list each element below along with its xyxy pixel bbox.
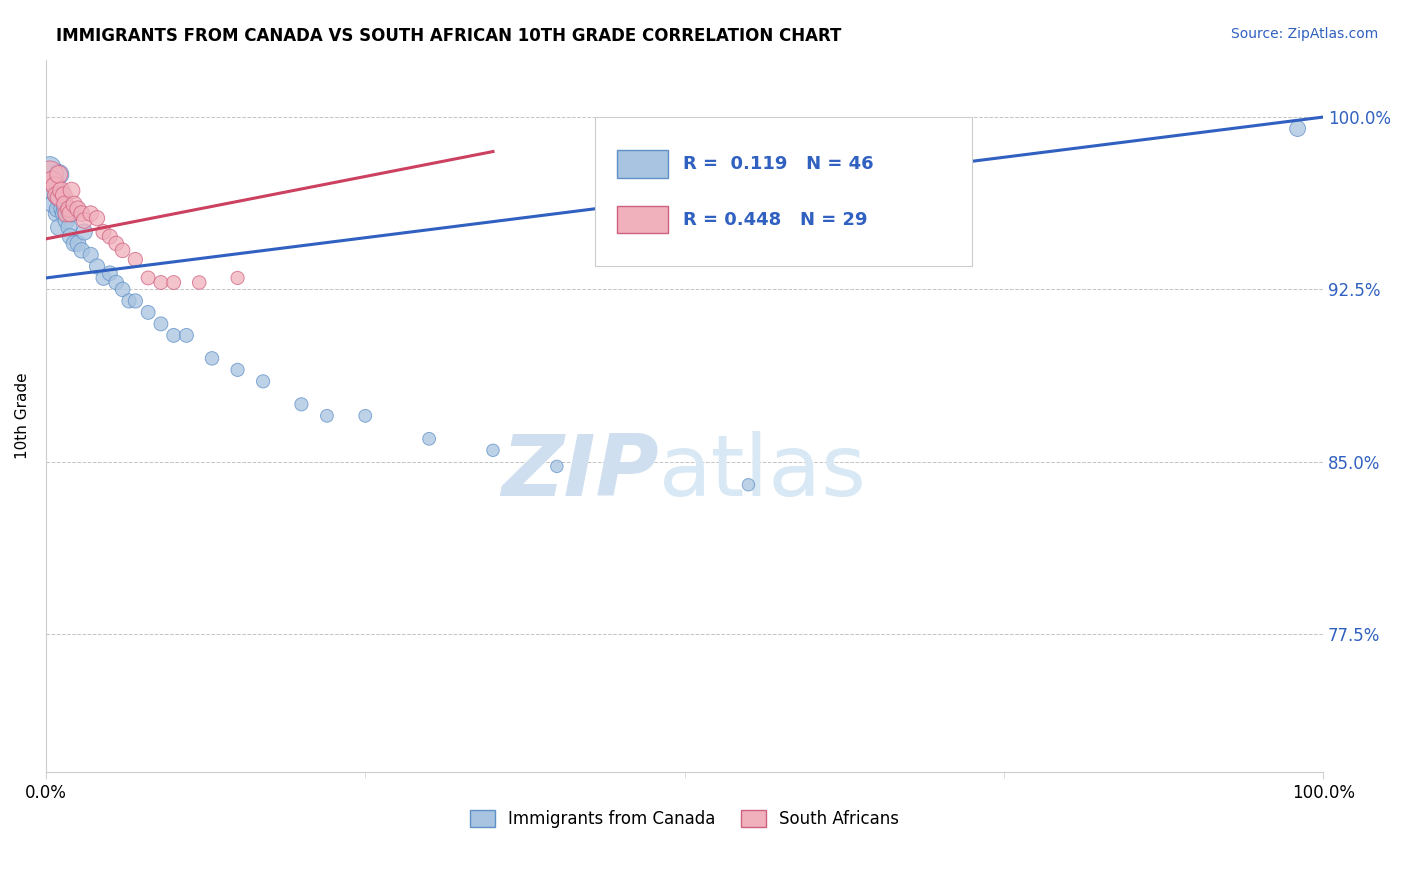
Point [41,197,63,211]
Point [48,220,70,235]
Point [66,236,89,251]
FancyBboxPatch shape [595,117,972,267]
Point [93,225,115,239]
Point [70,206,93,220]
Point [105,276,128,290]
Point [290,397,312,411]
Point [41,174,63,188]
Text: R = 0.448   N = 29: R = 0.448 N = 29 [683,211,868,228]
Point [124,293,146,308]
Legend: Immigrants from Canada, South Africans: Immigrants from Canada, South Africans [464,804,905,835]
Point [418,432,440,446]
Y-axis label: 10th Grade: 10th Grade [15,373,30,459]
Point [60,206,83,220]
Point [45,206,67,220]
Text: IMMIGRANTS FROM CANADA VS SOUTH AFRICAN 10TH GRADE CORRELATION CHART: IMMIGRANTS FROM CANADA VS SOUTH AFRICAN … [56,27,842,45]
Point [44,179,66,194]
Point [46,202,69,216]
Point [482,443,505,458]
Point [86,211,108,226]
Point [73,213,96,227]
Point [51,190,73,204]
Point [55,213,77,227]
Point [51,184,73,198]
Point [66,202,89,216]
Point [52,206,75,220]
Point [124,252,146,267]
Point [111,244,134,258]
Point [149,317,172,331]
Point [38,161,60,175]
Point [136,305,159,319]
Point [60,184,83,198]
Point [354,409,377,423]
Point [44,174,66,188]
Text: atlas: atlas [659,432,868,515]
Point [98,229,121,244]
Point [86,260,108,274]
Point [79,248,101,262]
Point [48,190,70,204]
Point [79,206,101,220]
Point [48,168,70,182]
Point [52,188,75,202]
Point [163,328,186,343]
Point [176,328,198,343]
Text: ZIP: ZIP [502,432,659,515]
Point [252,375,274,389]
Point [111,282,134,296]
Point [201,351,224,366]
Point [53,202,76,216]
Point [58,202,80,216]
Point [546,459,568,474]
Point [58,220,80,235]
Point [48,168,70,182]
Point [98,266,121,280]
Point [63,236,86,251]
Point [59,229,82,244]
Point [316,409,339,423]
Point [70,244,93,258]
Point [59,206,82,220]
Text: Source: ZipAtlas.com: Source: ZipAtlas.com [1230,27,1378,41]
Point [105,236,128,251]
Point [188,276,211,290]
Point [93,271,115,285]
Point [737,477,759,491]
Point [118,293,141,308]
Point [73,225,96,239]
Point [55,206,77,220]
Point [53,197,76,211]
Point [136,271,159,285]
FancyBboxPatch shape [617,150,668,178]
Point [1286,121,1309,136]
Point [226,271,249,285]
Point [48,190,70,204]
Point [45,188,67,202]
Point [41,184,63,198]
Point [38,168,60,182]
Text: R =  0.119   N = 46: R = 0.119 N = 46 [683,155,875,173]
Point [56,202,79,216]
Point [163,276,186,290]
Point [149,276,172,290]
Point [45,188,67,202]
Point [226,363,249,377]
Point [63,197,86,211]
Point [52,202,75,216]
FancyBboxPatch shape [617,206,668,234]
